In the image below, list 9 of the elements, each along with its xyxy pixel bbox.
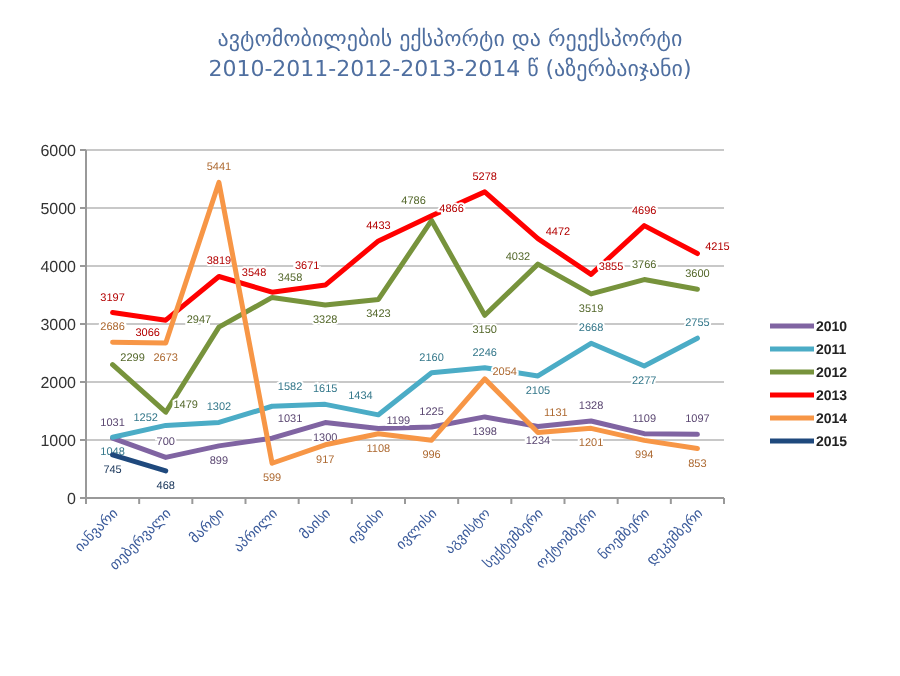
y-tick-label: 4000 — [40, 257, 78, 276]
y-tick-label: 2000 — [40, 373, 78, 392]
chart-title: ავტომობილების ექსპორტი და რეექსპორტი — [217, 26, 683, 52]
y-tick-label: 3000 — [40, 315, 78, 334]
y-tick-label: 0 — [67, 489, 78, 508]
chart-subtitle: 2010-2011-2012-2013-2014 წ (აზერბაიჯანი) — [208, 56, 692, 82]
y-tick-label: 5000 — [40, 199, 78, 218]
y-tick-label: 6000 — [40, 141, 78, 160]
y-tick-label: 1000 — [40, 431, 78, 450]
